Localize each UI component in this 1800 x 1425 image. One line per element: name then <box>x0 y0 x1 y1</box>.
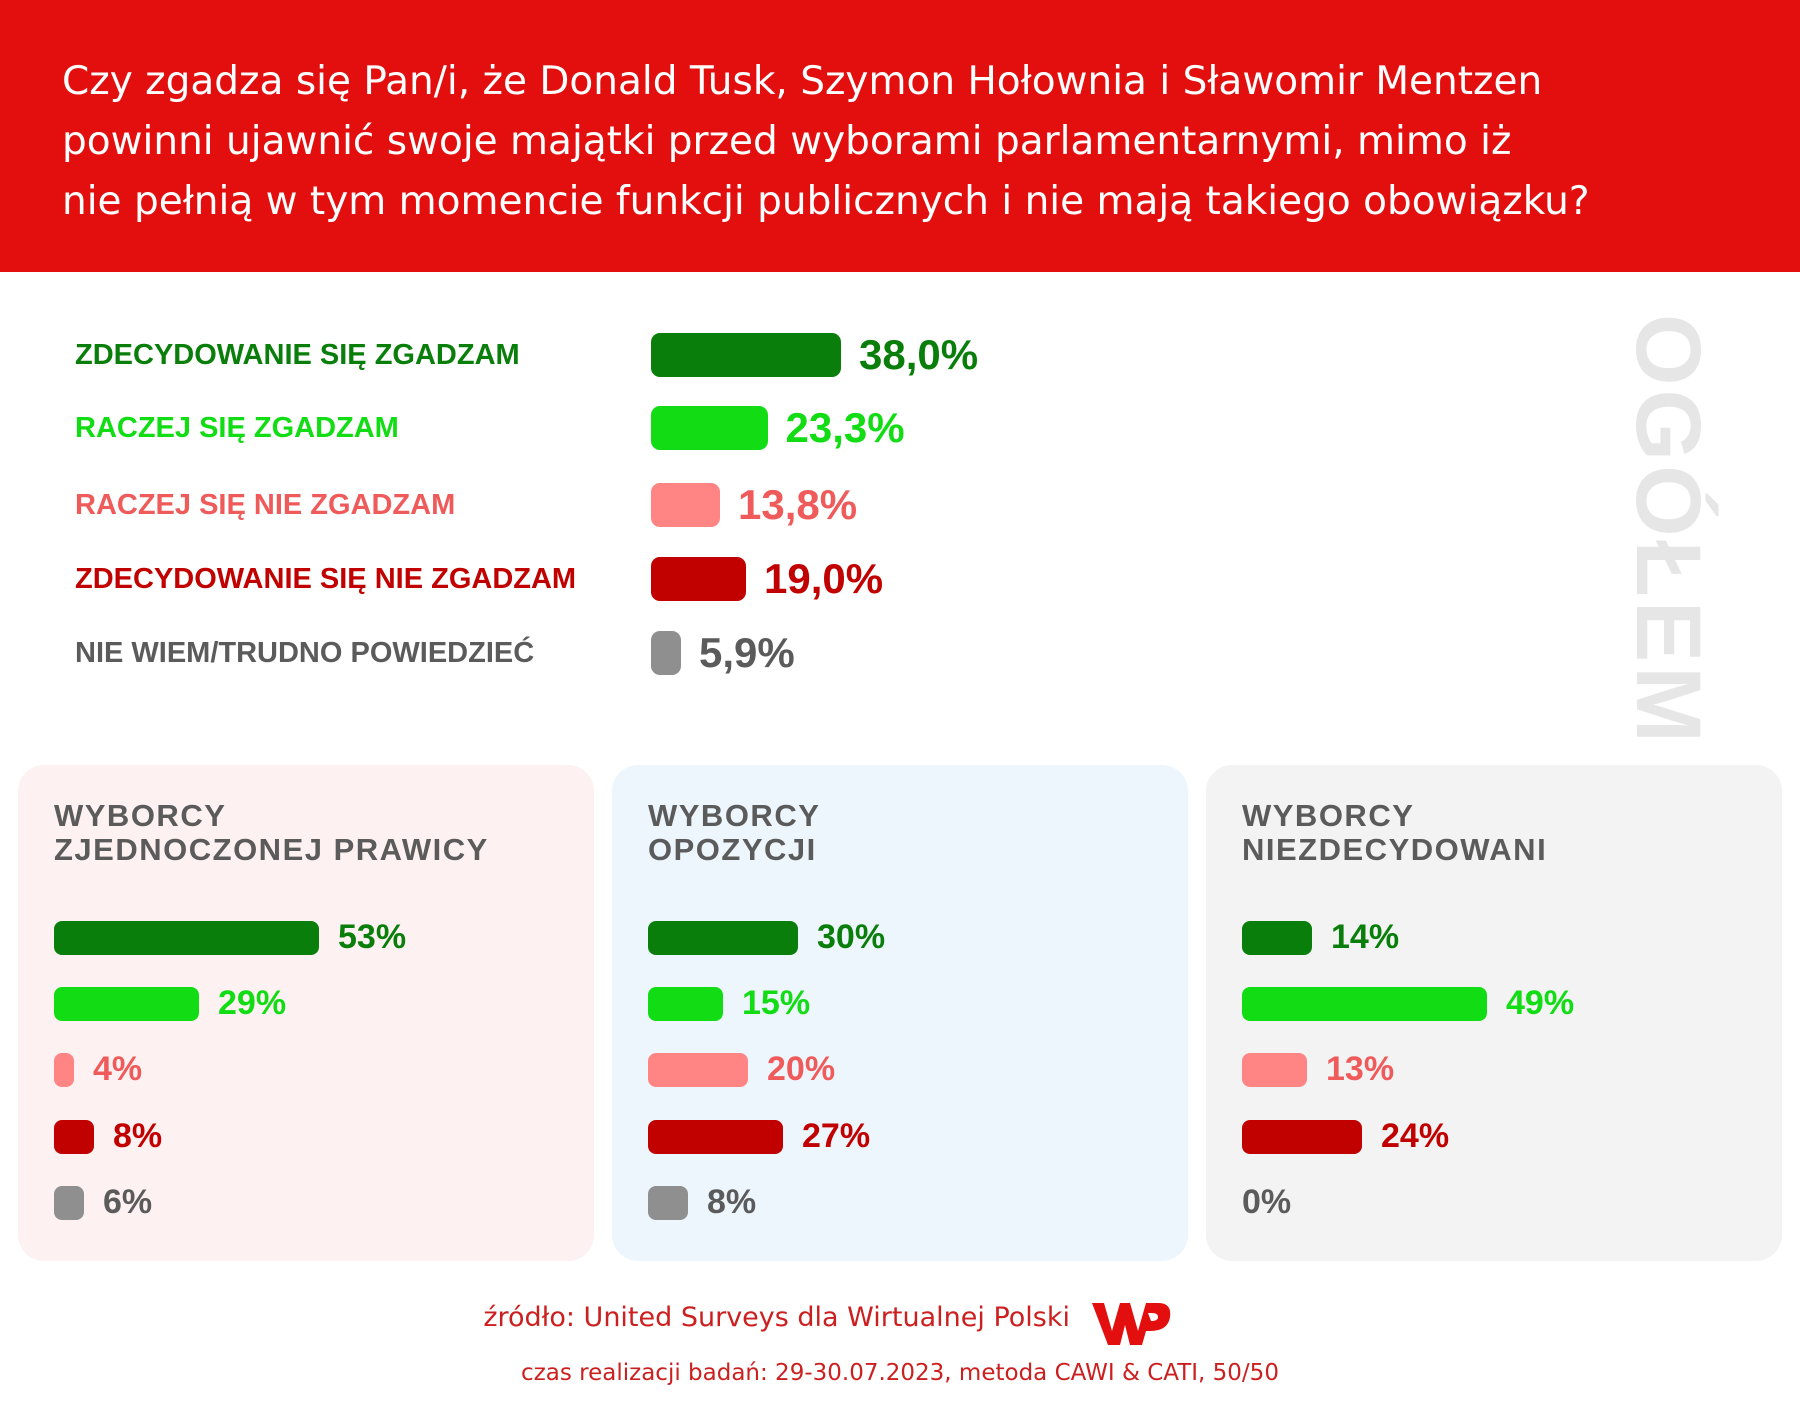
group-title-line: WYBORCY <box>54 798 227 833</box>
overall-bar <box>651 557 746 601</box>
overall-row-rather-disagree: RACZEJ SIĘ NIE ZGADZAM 13,8% <box>0 475 1100 535</box>
group-bar <box>648 1053 748 1087</box>
group-row-strongly-agree: 53% <box>18 912 594 962</box>
group-bar <box>1242 1120 1362 1154</box>
header: Czy zgadza się Pan/i, że Donald Tusk, Sz… <box>0 0 1800 272</box>
overall-chart: ZDECYDOWANIE SIĘ ZGADZAM 38,0% RACZEJ SIĘ … <box>0 300 1800 720</box>
group-row-strongly-agree: 30% <box>612 912 1188 962</box>
overall-row-strongly-disagree: ZDECYDOWANIE SIĘ NIE ZGADZAM 19,0% <box>0 549 1100 609</box>
group-row-rather-disagree: 13% <box>1206 1044 1782 1094</box>
overall-row-strongly-agree: ZDECYDOWANIE SIĘ ZGADZAM 38,0% <box>0 325 1100 385</box>
overall-row-dont-know: NIE WIEM/TRUDNO POWIEDZIEĆ 5,9% <box>0 623 1100 683</box>
group-bar <box>648 1186 688 1220</box>
group-opposition-voters-panel: WYBORCY OPOZYCJI 30% 15% 20% 27% 8% <box>612 765 1188 1261</box>
group-value-label: 24% <box>1381 1117 1450 1155</box>
question-line: nie pełnią w tym momencie funkcji public… <box>62 179 1590 224</box>
overall-row-rather-agree: RACZEJ SIĘ ZGADZAM 23,3% <box>0 398 1100 458</box>
overall-category-label: RACZEJ SIĘ NIE ZGADZAM <box>75 489 456 521</box>
overall-category-label: NIE WIEM/TRUDNO POWIEDZIEĆ <box>75 637 535 669</box>
wp-logo-icon <box>1092 1303 1171 1345</box>
group-bar <box>54 921 319 955</box>
group-value-label: 8% <box>113 1117 163 1155</box>
overall-value-label: 19,0% <box>764 555 884 602</box>
group-row-rather-disagree: 4% <box>18 1044 594 1094</box>
group-bar <box>648 1120 783 1154</box>
overall-category-label: RACZEJ SIĘ ZGADZAM <box>75 412 399 444</box>
survey-question: Czy zgadza się Pan/i, że Donald Tusk, Sz… <box>62 52 1762 232</box>
group-row-rather-agree: 49% <box>1206 978 1782 1028</box>
group-value-label: 0% <box>1242 1183 1292 1221</box>
overall-bar <box>651 631 681 675</box>
group-row-dont-know: 0% <box>1206 1177 1782 1227</box>
group-bar <box>1242 921 1312 955</box>
group-row-dont-know: 6% <box>18 1177 594 1227</box>
question-line: Czy zgadza się Pan/i, że Donald Tusk, Sz… <box>62 59 1543 104</box>
overall-bar <box>651 483 720 527</box>
overall-title: OGÓŁEM <box>1617 314 1719 747</box>
group-bar <box>54 987 199 1021</box>
group-bar <box>54 1120 94 1154</box>
overall-value-label: 5,9% <box>699 629 795 676</box>
group-value-label: 13% <box>1326 1050 1395 1088</box>
group-undecided-voters-panel: WYBORCY NIEZDECYDOWANI 14% 49% 13% 24% 0% <box>1206 765 1782 1261</box>
group-row-dont-know: 8% <box>612 1177 1188 1227</box>
group-bar <box>1242 1053 1307 1087</box>
group-row-rather-agree: 29% <box>18 978 594 1028</box>
group-value-label: 4% <box>93 1050 143 1088</box>
overall-value-label: 13,8% <box>738 481 858 528</box>
group-title-line: WYBORCY <box>1242 798 1415 833</box>
group-bar <box>648 921 798 955</box>
group-value-label: 8% <box>707 1183 757 1221</box>
group-row-strongly-agree: 14% <box>1206 912 1782 962</box>
question-line: powinni ujawnić swoje majątki przed wybo… <box>62 119 1512 164</box>
group-value-label: 49% <box>1506 984 1575 1022</box>
group-right-voters-panel: WYBORCY ZJEDNOCZONEJ PRAWICY 53% 29% 4% 8% 6… <box>18 765 594 1261</box>
group-value-label: 14% <box>1331 918 1400 956</box>
group-value-label: 20% <box>767 1050 836 1088</box>
group-title-line: OPOZYCJI <box>648 832 817 867</box>
group-row-rather-agree: 15% <box>612 978 1188 1028</box>
group-bar <box>54 1053 74 1087</box>
overall-category-label: ZDECYDOWANIE SIĘ NIE ZGADZAM <box>75 563 577 595</box>
group-value-label: 15% <box>742 984 811 1022</box>
group-value-label: 27% <box>802 1117 871 1155</box>
group-title-line: NIEZDECYDOWANI <box>1242 832 1548 867</box>
overall-bar <box>651 406 768 450</box>
overall-bar <box>651 333 841 377</box>
group-bar <box>54 1186 84 1220</box>
group-title: WYBORCY NIEZDECYDOWANI <box>1242 799 1547 867</box>
group-value-label: 29% <box>218 984 287 1022</box>
source-text: źródło: United Surveys dla Wirtualnej Po… <box>483 1302 1070 1333</box>
overall-value-label: 23,3% <box>785 404 905 451</box>
overall-category-label: ZDECYDOWANIE SIĘ ZGADZAM <box>75 339 520 371</box>
overall-side-title: OGÓŁEM <box>1585 310 1785 747</box>
group-title-line: WYBORCY <box>648 798 821 833</box>
group-title-line: ZJEDNOCZONEJ PRAWICY <box>54 832 489 867</box>
group-title: WYBORCY ZJEDNOCZONEJ PRAWICY <box>54 799 489 867</box>
overall-value-label: 38,0% <box>859 331 979 378</box>
group-value-label: 30% <box>817 918 886 956</box>
group-row-strongly-disagree: 24% <box>1206 1111 1782 1161</box>
group-bar <box>1242 987 1487 1021</box>
group-title: WYBORCY OPOZYCJI <box>648 799 820 867</box>
group-value-label: 6% <box>103 1183 153 1221</box>
group-value-label: 53% <box>338 918 407 956</box>
survey-method-text: czas realizacji badań: 29-30.07.2023, me… <box>521 1360 1279 1386</box>
group-bar <box>648 987 723 1021</box>
group-row-rather-disagree: 20% <box>612 1044 1188 1094</box>
group-row-strongly-disagree: 8% <box>18 1111 594 1161</box>
group-row-strongly-disagree: 27% <box>612 1111 1188 1161</box>
